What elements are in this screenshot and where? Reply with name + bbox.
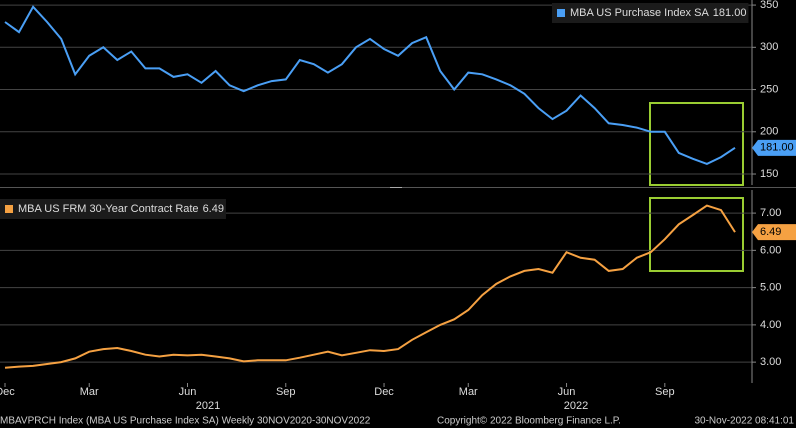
- legend-box: [552, 3, 749, 23]
- y-tick-label: 3.00: [760, 356, 781, 368]
- y-tick-label: 350: [760, 0, 778, 11]
- highlight-box: [649, 197, 744, 272]
- x-tick-label: Jun: [558, 386, 576, 398]
- legend-name: MBA US Purchase Index SA: [570, 7, 709, 19]
- legend-value: 181.00: [713, 7, 747, 19]
- x-tick-label: Jun: [179, 386, 197, 398]
- legend-text: MBA US Purchase Index SA 181.00: [570, 7, 746, 19]
- legend: MBA US FRM 30-Year Contract Rate 6.49: [0, 199, 226, 219]
- legend-swatch: [557, 9, 565, 17]
- x-tick-label: Mar: [80, 386, 99, 398]
- last-value-label: 181.00: [760, 142, 794, 154]
- x-tick-label: Dec: [374, 386, 394, 398]
- year-label: 2022: [564, 400, 588, 412]
- year-label: 2021: [196, 400, 220, 412]
- y-tick-label: 150: [760, 168, 778, 180]
- legend-text: MBA US FRM 30-Year Contract Rate 6.49: [18, 203, 224, 215]
- x-tick-label: Sep: [276, 386, 296, 398]
- x-tick-label: Mar: [459, 386, 478, 398]
- footer-left: MBAVPRCH Index (MBA US Purchase Index SA…: [0, 416, 371, 427]
- y-tick-label: 250: [760, 83, 778, 95]
- data-line: [4, 204, 736, 369]
- y-tick-label: 300: [760, 41, 778, 53]
- legend-swatch: [5, 205, 13, 213]
- data-line: [4, 5, 736, 165]
- y-tick-label: 5.00: [760, 282, 781, 294]
- legend-box: [0, 199, 226, 219]
- y-tick-label: 6.00: [760, 244, 781, 256]
- x-tick-label: Dec: [0, 386, 15, 398]
- last-value-label: 6.49: [760, 226, 781, 238]
- footer-center: Copyright© 2022 Bloomberg Finance L.P.: [437, 416, 621, 427]
- y-tick-label: 200: [760, 126, 778, 138]
- last-value-tag: [752, 224, 796, 241]
- y-tick-label: 4.00: [760, 319, 781, 331]
- highlight-box: [649, 102, 744, 186]
- footer-right: 30-Nov-2022 08:41:01: [694, 416, 794, 427]
- y-tick-label: 7.00: [760, 207, 781, 219]
- x-tick-label: Sep: [655, 386, 675, 398]
- legend: MBA US Purchase Index SA 181.00: [552, 3, 749, 23]
- legend-value: 6.49: [203, 203, 224, 215]
- legend-name: MBA US FRM 30-Year Contract Rate: [18, 203, 199, 215]
- last-value-tag: [752, 139, 796, 156]
